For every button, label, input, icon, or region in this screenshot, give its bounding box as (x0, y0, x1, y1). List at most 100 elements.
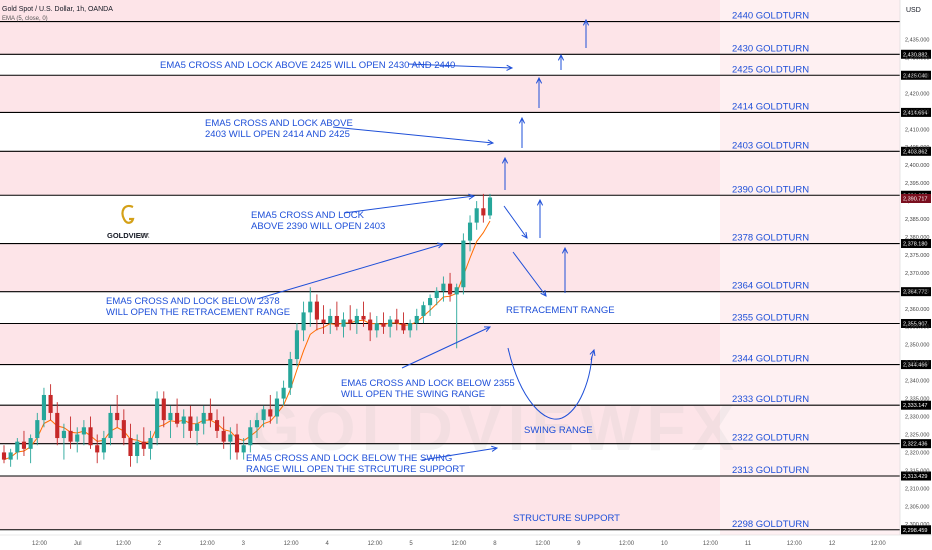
arrow-head (535, 76, 543, 84)
pointer-arrow (421, 445, 499, 461)
level-price-tag-text: 2,344.466 (903, 363, 927, 369)
down-arrow (503, 205, 528, 239)
candle-body (308, 301, 313, 313)
x-tick-label: 12:00 (200, 541, 216, 547)
zone-band (0, 405, 720, 444)
x-tick-label: Jul (74, 541, 82, 547)
annotation-text: EMA5 CROSS AND LOCK BELOW THE SWING (246, 453, 452, 464)
y-tick-label: 2,420.000 (905, 91, 929, 97)
level-price-tag (901, 439, 931, 449)
candle-body (234, 434, 240, 453)
arrow-head (582, 18, 590, 26)
annotation-text: 2403 WILL OPEN 2414 AND 2425 (205, 129, 350, 140)
level-price-tag-text: 2,364.772 (903, 290, 927, 296)
y-tick-label: 2,315.000 (905, 468, 929, 474)
level-label: 2414 GOLDTURN (732, 101, 809, 112)
level-price-tag (901, 287, 931, 297)
y-tick-label: 2,350.000 (905, 343, 929, 349)
arrow-head (483, 326, 492, 332)
x-tick-label: 12:00 (871, 541, 887, 547)
y-tick-label: 2,320.000 (905, 450, 929, 456)
level-price-tag-text: 2,333.147 (903, 403, 927, 409)
up-arrow (561, 246, 569, 293)
x-tick-label: 8 (493, 541, 497, 547)
candle-body (128, 438, 133, 457)
candle-body (454, 287, 459, 295)
level-price-tag-text: 2,322.436 (903, 442, 927, 448)
time-axis[interactable]: 12:00 Jul 12:00 2 12:00 3 12:00 4 12:00 5 12:00 8 12… (0, 534, 932, 547)
level-label: 2344 GOLDTURN (732, 354, 809, 365)
annotation-text: EMA5 CROSS AND LOCK ABOVE 2425 WILL OPEN… (160, 60, 455, 71)
candle-body (394, 319, 399, 324)
candle-body (41, 394, 47, 421)
candle-body (447, 283, 453, 295)
pointer-arrow (407, 63, 514, 71)
y-tick-label: 2,335.000 (905, 397, 929, 403)
x-tick-label: 9 (577, 541, 581, 547)
x-tick-label: 12:00 (787, 541, 803, 547)
arrow-shaft (512, 251, 547, 297)
x-tick-label: 3 (242, 541, 246, 547)
candle-body (481, 208, 486, 216)
candle-body (175, 412, 180, 424)
x-tick-label: 11 (745, 541, 752, 547)
y-tick-label: 2,340.000 (905, 379, 929, 385)
level-price-tag (901, 400, 931, 410)
indicator-label: EMA (5, close, 0) (2, 16, 48, 22)
y-tick-label: 2,380.000 (905, 235, 929, 241)
arrow-shaft (590, 349, 595, 361)
level-label: 2298 GOLDTURN (732, 519, 809, 530)
swing-arc-head (589, 348, 596, 361)
logo-brand-text: GOLDVIEW (107, 231, 149, 240)
arrow-shaft (332, 126, 494, 144)
level-price-tag (901, 146, 931, 156)
level-label: 2390 GOLDTURN (732, 184, 809, 195)
x-tick-label: 12:00 (284, 541, 300, 547)
symbol-title: Gold Spot / U.S. Dollar, 1h, OANDA (2, 6, 113, 13)
y-tick-label: 2,395.000 (905, 181, 929, 187)
candle-body (21, 441, 27, 449)
candle-body (228, 434, 233, 442)
y-tick-label: 2,305.000 (905, 504, 929, 510)
annotation-text: EMA5 CROSS AND LOCK BELOW 2355 (341, 378, 515, 389)
x-tick-label: 12:00 (32, 541, 48, 547)
up-arrow (518, 116, 526, 148)
chart-header: Gold Spot / U.S. Dollar, 1h, OANDA EMA (… (2, 6, 113, 22)
y-tick-label: 2,330.000 (905, 415, 929, 421)
x-tick-label: 12:00 (451, 541, 467, 547)
arrow-head (589, 348, 596, 357)
candle-body (15, 441, 20, 453)
arrow-head (518, 116, 526, 124)
price-axis[interactable]: USD 2,430.882 2,425.040 2,414.694 2,403.862… (899, 0, 932, 550)
level-label: 2440 GOLDTURN (732, 11, 809, 22)
y-tick-label: 2,385.000 (905, 217, 929, 223)
level-label: 2364 GOLDTURN (732, 281, 809, 292)
current-price-tag-text: 2,390.717 (903, 196, 927, 202)
candle-body (195, 423, 200, 431)
y-tick-label: 2,310.000 (905, 486, 929, 492)
y-tick-label: 2,370.000 (905, 271, 929, 277)
level-label: 2333 GOLDTURN (732, 394, 809, 405)
level-price-tag-text: 2,378.180 (903, 242, 927, 248)
y-tick-label: 2,355.000 (905, 325, 929, 331)
candle-body (281, 387, 286, 399)
level-price-tag-text: 2,430.882 (903, 52, 927, 58)
candle-body (348, 319, 353, 324)
candle-body (301, 312, 306, 331)
pointer-arrow (256, 242, 445, 300)
candle-body (294, 330, 299, 360)
candle-body (68, 430, 73, 442)
currency-label: USD (906, 7, 921, 14)
candle-body (241, 445, 246, 453)
swing-arc (507, 347, 593, 420)
arrow-head (536, 198, 544, 206)
candle-body (421, 305, 426, 316)
candle-body (28, 438, 33, 449)
level-price-tag (901, 49, 931, 59)
annotation-text: WILL OPEN THE SWING RANGE (341, 389, 485, 400)
candle-body (8, 452, 13, 460)
annotation-text: WILL OPEN THE RETRACEMENT RANGE (106, 307, 290, 318)
candle-body (467, 222, 473, 241)
